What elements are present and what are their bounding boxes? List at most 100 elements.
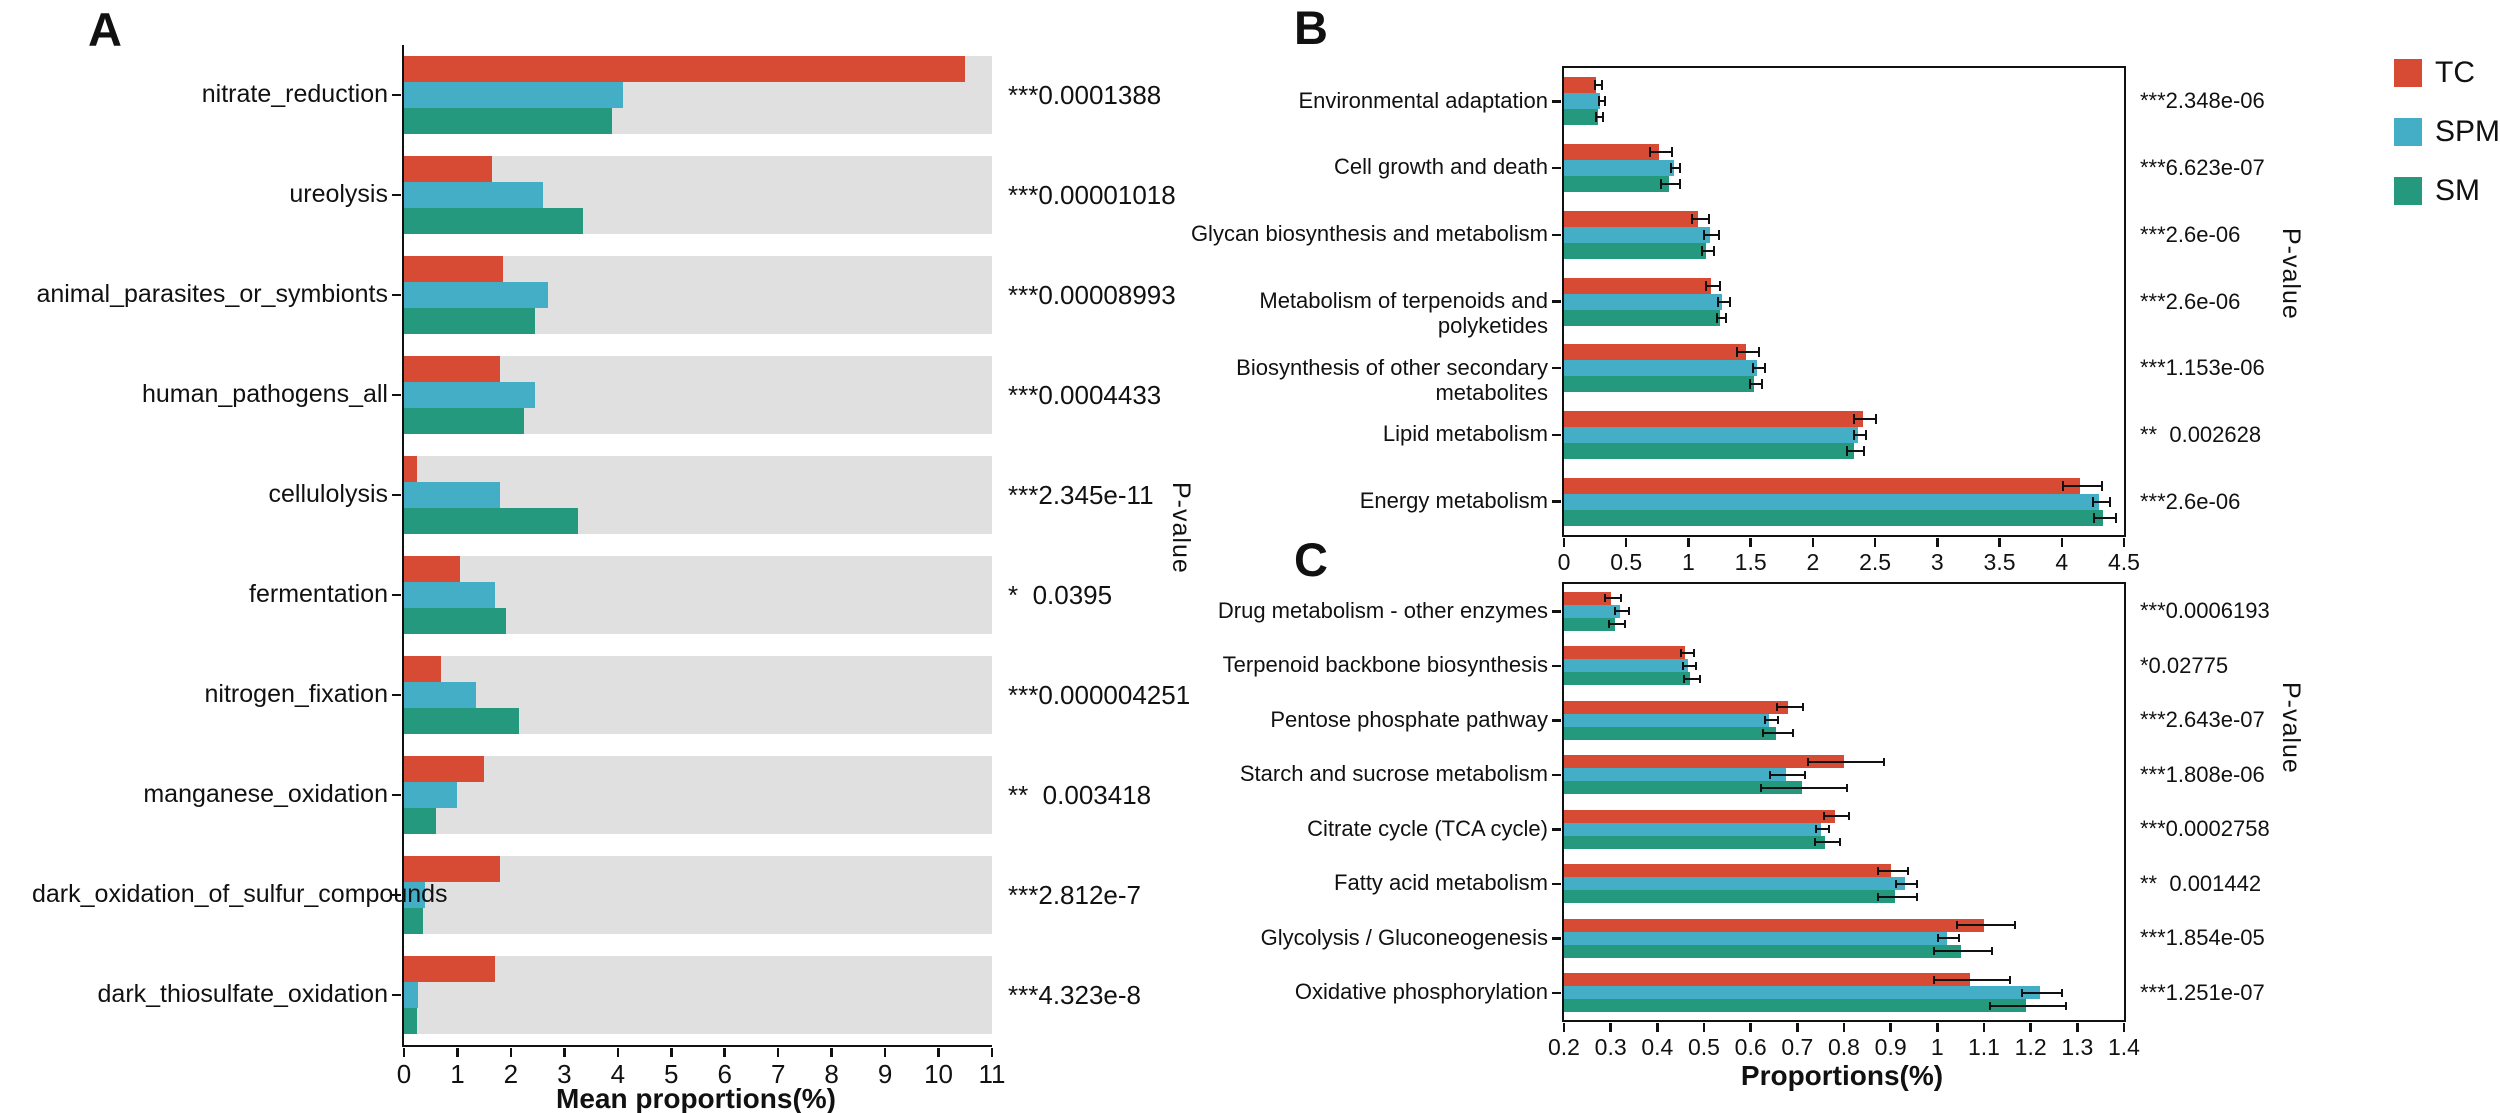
bar-sm bbox=[1564, 890, 1896, 904]
y-axis-tick bbox=[1552, 882, 1561, 885]
y-axis-tick bbox=[1552, 300, 1561, 303]
x-axis-tick bbox=[723, 1048, 726, 1057]
category-label: human_pathogens_all bbox=[141, 379, 388, 408]
x-axis-tick bbox=[1982, 1023, 1986, 1032]
y-axis-tick bbox=[392, 93, 401, 97]
bar-sm bbox=[404, 708, 519, 734]
legend-label-spm: SPM bbox=[2435, 115, 2500, 148]
x-axis-tick bbox=[937, 1048, 940, 1057]
p-value-label: ***1.251e-07 bbox=[2140, 979, 2265, 1005]
y-axis-tick bbox=[1552, 991, 1561, 994]
p-value-label: ***2.643e-07 bbox=[2140, 707, 2265, 733]
bar-tc bbox=[404, 156, 493, 182]
error-bar bbox=[1669, 163, 1682, 174]
x-tick-label: 0.7 bbox=[1781, 1034, 1814, 1060]
bar-sm bbox=[1564, 509, 2103, 526]
bar-sm bbox=[404, 1008, 418, 1034]
error-bar bbox=[1823, 812, 1851, 821]
bar-sm bbox=[1564, 617, 1616, 631]
bar-tc bbox=[1564, 918, 1984, 932]
x-axis-tick bbox=[2076, 1023, 2079, 1032]
x-axis-tick bbox=[509, 1048, 513, 1057]
x-tick-label: 6 bbox=[717, 1059, 732, 1089]
error-bar bbox=[1852, 413, 1877, 424]
error-bar bbox=[1593, 80, 1603, 91]
x-axis-tick bbox=[776, 1048, 780, 1057]
bar-sm bbox=[1564, 781, 1802, 795]
x-axis-tick bbox=[1842, 1023, 1846, 1032]
x-tick-label: 10 bbox=[924, 1059, 953, 1089]
y-axis-tick bbox=[1552, 610, 1561, 613]
x-axis-tick bbox=[1656, 1023, 1659, 1032]
error-bar bbox=[1876, 892, 1918, 901]
bar-sm bbox=[1564, 672, 1690, 686]
error-bar bbox=[1813, 838, 1841, 847]
x-tick-label: 4 bbox=[610, 1059, 626, 1089]
bar-sm bbox=[1564, 309, 1720, 326]
x-tick-label: 2.5 bbox=[1859, 549, 1892, 575]
p-value-label: ***2.345e-11 bbox=[1008, 480, 1154, 510]
bar-spm bbox=[1564, 768, 1786, 782]
category-label: Drug metabolism - other enzymes bbox=[1217, 597, 1548, 623]
panel-b-plot-area: Environmental adaptation ***2.348e-06 Cell… bbox=[1191, 66, 2265, 574]
x-axis-tick bbox=[1562, 1023, 1566, 1032]
x-tick-label: 1 bbox=[1930, 1034, 1944, 1060]
category-label: Oxidative phosphorylation bbox=[1294, 979, 1548, 1005]
x-tick-label: 1.1 bbox=[1968, 1034, 2000, 1060]
x-tick-label: 4 bbox=[2055, 549, 2069, 575]
bar-tc bbox=[1564, 210, 1699, 227]
bar-tc bbox=[404, 656, 442, 682]
p-value-label: ***2.812e-7 bbox=[1008, 880, 1141, 910]
category-label: dark_thiosulfate_oxidation bbox=[97, 979, 388, 1008]
x-axis-tick bbox=[1702, 1023, 1706, 1032]
bar-sm bbox=[1564, 835, 1826, 849]
error-bar bbox=[1683, 674, 1701, 683]
bar-sm bbox=[1564, 999, 2026, 1013]
p-value-label: ** 0.003418 bbox=[1008, 780, 1152, 810]
y-axis-tick bbox=[392, 593, 401, 597]
spm-color-swatch bbox=[2394, 118, 2422, 146]
bar-tc bbox=[1564, 410, 1863, 427]
bar-tc bbox=[1564, 864, 1891, 878]
p-value-label: ***2.6e-06 bbox=[2140, 488, 2241, 514]
category-label: fermentation bbox=[249, 579, 388, 608]
bar-sm bbox=[1564, 944, 1961, 958]
p-value-label: ***2.6e-06 bbox=[2140, 288, 2241, 314]
p-value-label: ***2.6e-06 bbox=[2140, 221, 2241, 247]
error-bar bbox=[1815, 825, 1831, 834]
error-bar bbox=[1735, 347, 1760, 358]
gray-track bbox=[404, 956, 992, 1034]
bar-tc bbox=[1564, 591, 1611, 605]
p-value-label: ***0.000004251 bbox=[1008, 680, 1191, 710]
x-axis-tick bbox=[1811, 538, 1815, 547]
x-axis-tick bbox=[1624, 538, 1628, 547]
panel-a-pvalue-axis-label: P-value bbox=[1167, 482, 1195, 574]
bar-spm bbox=[1564, 931, 1947, 945]
x-tick-label: 0 bbox=[1557, 549, 1571, 575]
category-label: nitrate_reduction bbox=[201, 79, 388, 108]
x-axis-tick bbox=[1749, 1023, 1752, 1032]
error-bar bbox=[2021, 988, 2063, 997]
p-value-label: ***2.348e-06 bbox=[2140, 88, 2265, 114]
error-bar bbox=[1682, 661, 1698, 670]
p-value-label: ***1.153e-06 bbox=[2140, 355, 2265, 381]
p-value-label: ***0.00008993 bbox=[1008, 280, 1176, 310]
error-bar bbox=[1700, 245, 1715, 256]
error-bar bbox=[1749, 379, 1764, 390]
y-axis-tick bbox=[1552, 233, 1561, 237]
bar-spm bbox=[1564, 360, 1757, 377]
bar-tc bbox=[404, 856, 501, 882]
category-label: Environmental adaptation bbox=[1298, 87, 1549, 113]
error-bar bbox=[1595, 112, 1605, 123]
panel-a-letter: A bbox=[88, 3, 122, 56]
gray-track bbox=[404, 856, 992, 934]
p-value-label: ***1.808e-06 bbox=[2140, 761, 2265, 787]
panel-a-x-axis-title: Mean proportions(%) bbox=[556, 1083, 836, 1113]
x-axis-tick bbox=[1749, 538, 1752, 547]
error-bar bbox=[1704, 280, 1722, 291]
category-label: animal_parasites_or_symbionts bbox=[36, 279, 388, 308]
x-axis-tick bbox=[563, 1048, 566, 1057]
bar-spm bbox=[1564, 226, 1710, 243]
bar-sm bbox=[404, 208, 584, 234]
